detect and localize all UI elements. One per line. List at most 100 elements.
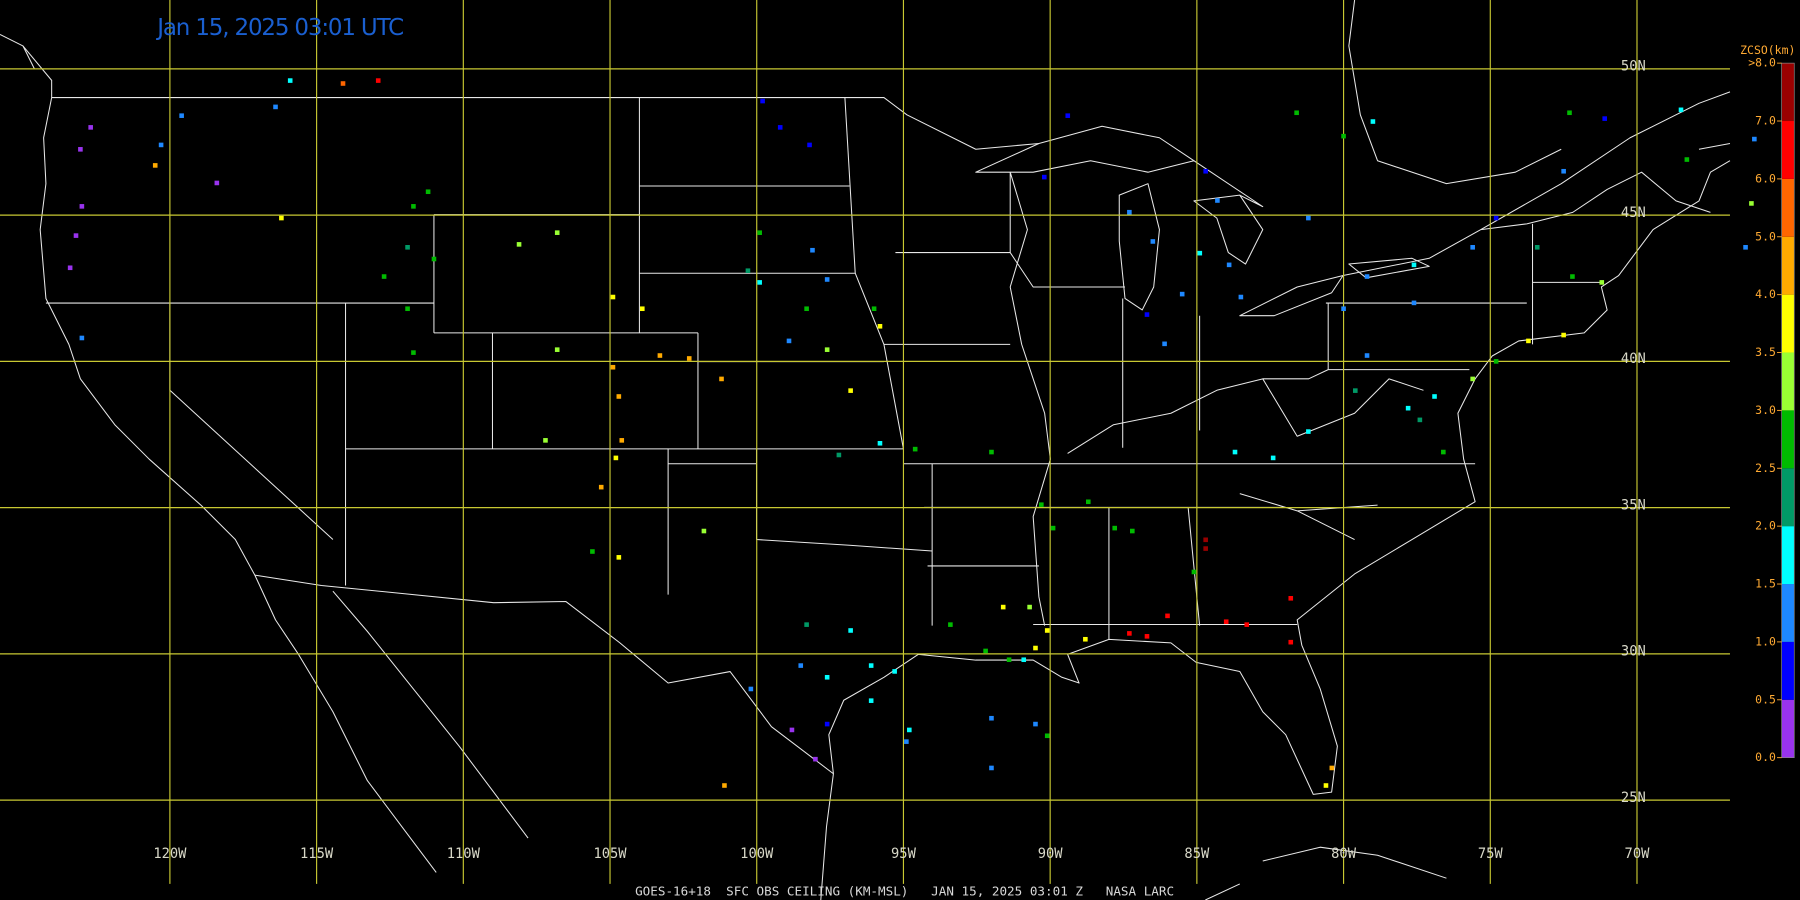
station-observation <box>1050 525 1056 531</box>
station-observation <box>760 98 765 104</box>
mexico-coast <box>254 574 1447 900</box>
station-observation <box>1226 262 1232 268</box>
station-observation <box>1144 634 1150 639</box>
station-observation <box>1306 215 1311 221</box>
station-observation <box>1341 306 1346 312</box>
longitude-label: 120W <box>153 846 187 862</box>
station-observation <box>1417 417 1423 423</box>
station-observation <box>79 335 85 341</box>
station-observation <box>1306 429 1311 434</box>
station-observation <box>877 323 883 329</box>
station-observation <box>411 350 416 355</box>
latitude-label: 35N <box>1621 497 1646 513</box>
station-observation <box>1749 201 1754 206</box>
station-observation <box>1323 783 1329 788</box>
station-observation <box>616 394 622 399</box>
station-observation <box>1191 569 1197 575</box>
station-observation <box>807 142 812 148</box>
station-observation <box>590 549 595 554</box>
station-observation <box>877 440 883 446</box>
colorbar-label: 2.0 <box>1755 519 1776 533</box>
station-observation <box>381 274 387 279</box>
station-observation <box>1470 376 1475 382</box>
station-observation <box>1526 338 1531 344</box>
colorbar-label: 4.0 <box>1755 287 1776 301</box>
station-observation <box>375 78 381 83</box>
station-observation <box>610 294 616 300</box>
station-observation <box>613 455 619 461</box>
station-observation <box>340 81 346 86</box>
colorbar-title: ZCSO(km) <box>1740 43 1795 57</box>
station-observation <box>1561 332 1566 338</box>
station-observation <box>425 189 431 195</box>
station-observation <box>214 180 220 186</box>
station-observation <box>1238 294 1244 300</box>
latitude-label: 25N <box>1621 790 1646 806</box>
station-observation <box>1000 604 1006 610</box>
station-observation <box>1493 215 1499 221</box>
station-observation <box>1678 107 1684 113</box>
longitude-label: 80W <box>1331 846 1357 862</box>
station-observation <box>1364 353 1370 358</box>
station-observation <box>983 648 988 654</box>
station-observation <box>1432 394 1437 399</box>
colorbar-segment <box>1781 468 1795 527</box>
colorbar-segment <box>1781 410 1795 469</box>
station-observation <box>1086 499 1091 505</box>
station-observation <box>1567 110 1572 116</box>
station-observation <box>1341 133 1346 139</box>
station-observation <box>405 306 410 312</box>
colorbar-label: 1.5 <box>1755 577 1776 591</box>
station-observation <box>1684 157 1690 162</box>
station-observation <box>719 376 724 382</box>
graticule: 50N 45N 40N 35N 30N 25N 120W 115W 110W 105W 100W 95… <box>0 0 1730 884</box>
colorbar-label: 5.0 <box>1755 229 1776 243</box>
station-observation <box>1203 537 1208 543</box>
station-observation <box>1162 341 1167 347</box>
station-observation <box>1288 639 1294 645</box>
station-observation <box>1150 239 1156 244</box>
station-observation <box>777 125 783 130</box>
station-observation <box>1493 359 1499 364</box>
longitude-label: 75W <box>1478 846 1504 862</box>
station-observation <box>411 204 416 209</box>
station-observation <box>1033 721 1038 727</box>
station-observation <box>686 356 692 361</box>
colorbar-label: 7.0 <box>1755 114 1776 128</box>
colorbar-segment <box>1781 121 1795 179</box>
colorbar-segment <box>1781 63 1795 122</box>
latitude-label: 40N <box>1621 351 1646 367</box>
station-observation <box>745 268 751 273</box>
station-observation <box>1294 110 1299 116</box>
station-observation <box>78 147 83 152</box>
longitude-label: 100W <box>740 846 774 862</box>
station-observation <box>786 338 792 344</box>
boundaries <box>0 0 1731 900</box>
station-observation <box>1561 168 1566 174</box>
station-observation <box>1127 631 1132 636</box>
longitude-label: 90W <box>1038 846 1064 862</box>
station-observation <box>912 446 918 452</box>
station-observation <box>1470 245 1475 250</box>
colorbar-label: 3.5 <box>1755 345 1776 359</box>
station-observation <box>798 663 804 668</box>
station-observation <box>1244 622 1250 627</box>
station-observation <box>868 663 874 668</box>
colorbar: 0.0 0.5 1.0 1.5 2.0 2.5 3.0 3.5 4.0 5.0 6.0 7.0 >8.0… <box>1740 43 1795 764</box>
station-observation <box>1223 619 1229 624</box>
station-observation <box>67 265 73 271</box>
station-observation <box>1215 198 1220 203</box>
station-observation <box>1165 613 1170 619</box>
station-observation <box>1370 119 1376 124</box>
great-lakes <box>975 125 1430 317</box>
station-observation <box>279 215 284 221</box>
longitude-label: 85W <box>1184 846 1210 862</box>
colorbar-segment <box>1781 178 1795 237</box>
station-observation <box>824 347 830 352</box>
station-observation <box>152 163 158 168</box>
station-observation <box>516 242 522 247</box>
station-observation <box>1232 449 1238 455</box>
station-observation <box>1044 628 1050 633</box>
station-observation <box>79 204 85 209</box>
